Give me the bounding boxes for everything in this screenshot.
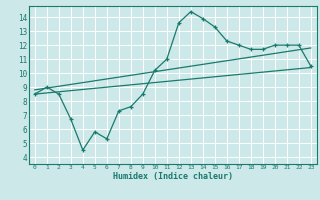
X-axis label: Humidex (Indice chaleur): Humidex (Indice chaleur) (113, 172, 233, 181)
